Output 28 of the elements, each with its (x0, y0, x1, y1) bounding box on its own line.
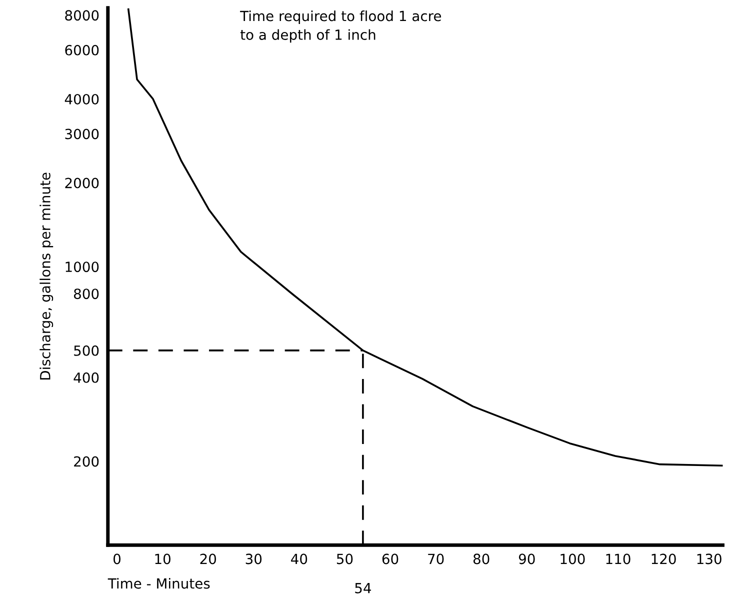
y-tick-label: 2000 (65, 178, 99, 188)
x-tick-label: 70 (428, 554, 444, 564)
y-tick-label: 8000 (65, 10, 99, 21)
x-tick-label: 40 (291, 554, 308, 564)
y-tick-label: 400 (74, 372, 99, 383)
y-tick-label: 4000 (64, 94, 99, 104)
annotation: Time required to flood 1 acre to a depth of 1 inch (240, 10, 442, 43)
x-tick-label: 0 (114, 554, 120, 564)
x-tick-label: 30 (246, 554, 262, 564)
x-tick-label: 20 (200, 554, 216, 564)
x-tick-label: 110 (606, 554, 630, 564)
ref-line-label: 54 (355, 583, 371, 594)
y-tick-label: 1000 (66, 262, 99, 272)
y-axis-title: Discharge, gallons per minute (40, 172, 54, 380)
x-tick-label: 90 (518, 554, 535, 564)
y-tick-label: 500 (74, 345, 99, 356)
y-tick-label: 200 (74, 456, 99, 467)
x-tick-label: 120 (652, 554, 676, 564)
x-tick-label: 100 (560, 554, 585, 564)
x-tick-label: 80 (473, 554, 490, 564)
x-axis-title: Time - Minutes (108, 578, 210, 589)
y-tick-label: 800 (74, 288, 99, 300)
y-tick-label: 3000 (65, 128, 99, 140)
x-tick-label: 60 (382, 554, 398, 564)
x-tick-label: 10 (155, 554, 170, 564)
x-tick-label: 130 (697, 554, 722, 564)
x-tick-label: 50 (336, 554, 353, 564)
y-tick-label: 6000 (65, 44, 99, 56)
